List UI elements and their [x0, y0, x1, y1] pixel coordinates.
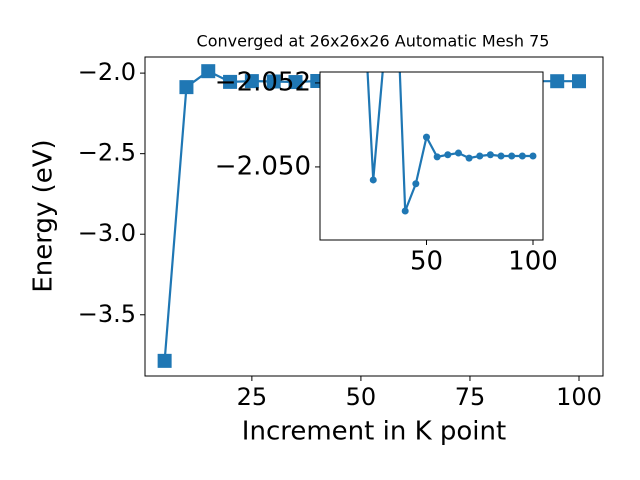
- y-tick-label: −3.0: [78, 219, 136, 247]
- plot-frame: [144, 56, 604, 377]
- y-tick-label: −2.050: [215, 151, 311, 181]
- y-tick-label: −2.5: [78, 139, 136, 167]
- y-axis-label: Energy (eV): [29, 139, 59, 292]
- data-point: [476, 152, 484, 160]
- data-point: [422, 133, 430, 141]
- x-tick-label: 50: [410, 247, 443, 277]
- x-axis-label: Increment in K point: [242, 417, 506, 447]
- series-line: [366, 72, 533, 212]
- data-point: [497, 152, 505, 160]
- data-point: [201, 64, 216, 79]
- data-point: [369, 176, 377, 184]
- data-point: [288, 75, 303, 90]
- data-point: [401, 207, 409, 215]
- data-point: [157, 353, 172, 368]
- y-tick-label: −3.5: [78, 300, 136, 328]
- data-point: [465, 154, 473, 162]
- data-point: [529, 152, 537, 160]
- data-point: [508, 152, 516, 160]
- data-point: [486, 151, 494, 159]
- data-point: [244, 74, 259, 89]
- x-tick-label: 100: [556, 383, 602, 411]
- data-point: [572, 74, 587, 89]
- data-point: [433, 153, 441, 161]
- x-tick-label: 100: [508, 247, 558, 277]
- data-point: [518, 152, 526, 160]
- plot-area: [366, 72, 537, 215]
- x-tick-label: 75: [455, 383, 486, 411]
- x-tick-label: 25: [237, 383, 268, 411]
- data-point: [550, 74, 565, 89]
- chart-title: Converged at 26x26x26 Automatic Mesh 75: [197, 32, 550, 51]
- plot-frame: [319, 71, 544, 241]
- data-point: [412, 180, 420, 188]
- data-point: [266, 74, 281, 89]
- data-point: [444, 151, 452, 159]
- y-tick-label: −2.0: [78, 58, 136, 86]
- y-tick-label: −2.052: [215, 67, 311, 97]
- data-point: [454, 149, 462, 157]
- x-tick-label: 50: [346, 383, 377, 411]
- data-point: [179, 80, 194, 95]
- data-point: [223, 74, 238, 89]
